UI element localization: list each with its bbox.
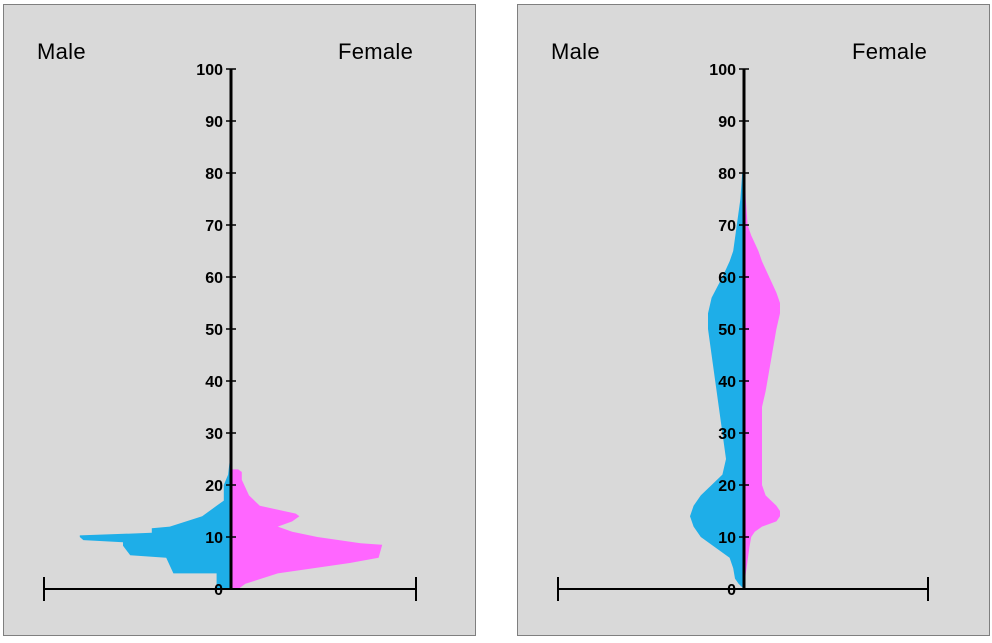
y-tick-label: 90 <box>718 114 736 131</box>
y-tick-label: 60 <box>718 270 736 287</box>
y-tick-label: 70 <box>205 218 223 235</box>
y-tick-label: 80 <box>718 166 736 183</box>
y-tick-label: 10 <box>205 530 223 547</box>
y-tick-label: 50 <box>205 322 223 339</box>
y-tick-label: 30 <box>718 426 736 443</box>
y-tick-label: 100 <box>709 62 736 79</box>
y-tick-label: 0 <box>214 582 223 599</box>
male-area <box>79 448 231 589</box>
male-area <box>690 173 744 589</box>
y-tick-label: 100 <box>196 62 223 79</box>
y-tick-label: 70 <box>718 218 736 235</box>
y-tick-label: 10 <box>718 530 736 547</box>
female-area <box>744 162 780 589</box>
y-tick-label: 20 <box>718 478 736 495</box>
female-area <box>231 469 383 589</box>
female-label: Female <box>338 39 414 64</box>
y-tick-label: 20 <box>205 478 223 495</box>
pyramid-panel-right: 0 10 20 30 40 50 60 70 80 90 100 Male Female <box>517 4 990 636</box>
y-tick-label: 50 <box>718 322 736 339</box>
male-label: Male <box>37 39 86 64</box>
pyramid-panel-left: 0 10 20 30 40 50 60 70 80 90 100 Male Female <box>3 4 476 636</box>
y-tick-label: 40 <box>205 374 223 391</box>
y-tick-label: 90 <box>205 114 223 131</box>
pyramid-chart-right: 0 10 20 30 40 50 60 70 80 90 100 <box>557 62 929 601</box>
y-tick-label: 30 <box>205 426 223 443</box>
pyramid-chart-left: 0 10 20 30 40 50 60 70 80 90 100 <box>43 62 417 601</box>
y-tick-label: 40 <box>718 374 736 391</box>
male-label: Male <box>551 39 600 64</box>
y-tick-label: 60 <box>205 270 223 287</box>
y-tick-label: 0 <box>727 582 736 599</box>
y-tick-label: 80 <box>205 166 223 183</box>
female-label: Female <box>852 39 928 64</box>
